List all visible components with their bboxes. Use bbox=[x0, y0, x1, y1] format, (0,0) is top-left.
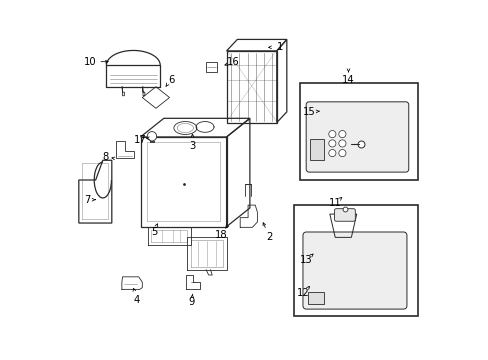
Circle shape bbox=[147, 132, 156, 141]
Text: 7: 7 bbox=[84, 195, 90, 205]
Text: 2: 2 bbox=[266, 232, 272, 242]
Text: 13: 13 bbox=[300, 255, 312, 265]
Circle shape bbox=[328, 149, 335, 157]
Text: 5: 5 bbox=[151, 227, 157, 237]
Text: 9: 9 bbox=[188, 297, 195, 307]
Text: 4: 4 bbox=[134, 295, 140, 305]
Text: 15: 15 bbox=[302, 107, 315, 117]
Text: 8: 8 bbox=[102, 152, 108, 162]
FancyBboxPatch shape bbox=[305, 102, 408, 172]
Circle shape bbox=[328, 140, 335, 147]
Text: 1: 1 bbox=[277, 42, 283, 52]
Bar bbox=[307, 292, 323, 304]
Text: 18: 18 bbox=[214, 230, 227, 240]
Bar bbox=[300, 83, 418, 180]
Circle shape bbox=[338, 149, 346, 157]
Text: 6: 6 bbox=[167, 75, 174, 85]
Text: 14: 14 bbox=[342, 75, 354, 85]
FancyBboxPatch shape bbox=[334, 209, 355, 221]
Bar bbox=[293, 205, 417, 316]
Text: 11: 11 bbox=[328, 198, 341, 208]
Text: 17: 17 bbox=[133, 135, 146, 145]
Circle shape bbox=[338, 140, 346, 147]
Text: 3: 3 bbox=[189, 141, 195, 151]
Bar bbox=[309, 139, 324, 160]
Text: 12: 12 bbox=[297, 288, 309, 298]
Text: 16: 16 bbox=[227, 57, 240, 67]
Text: 10: 10 bbox=[84, 57, 97, 67]
FancyBboxPatch shape bbox=[303, 232, 406, 309]
Circle shape bbox=[328, 131, 335, 138]
Circle shape bbox=[338, 131, 346, 138]
